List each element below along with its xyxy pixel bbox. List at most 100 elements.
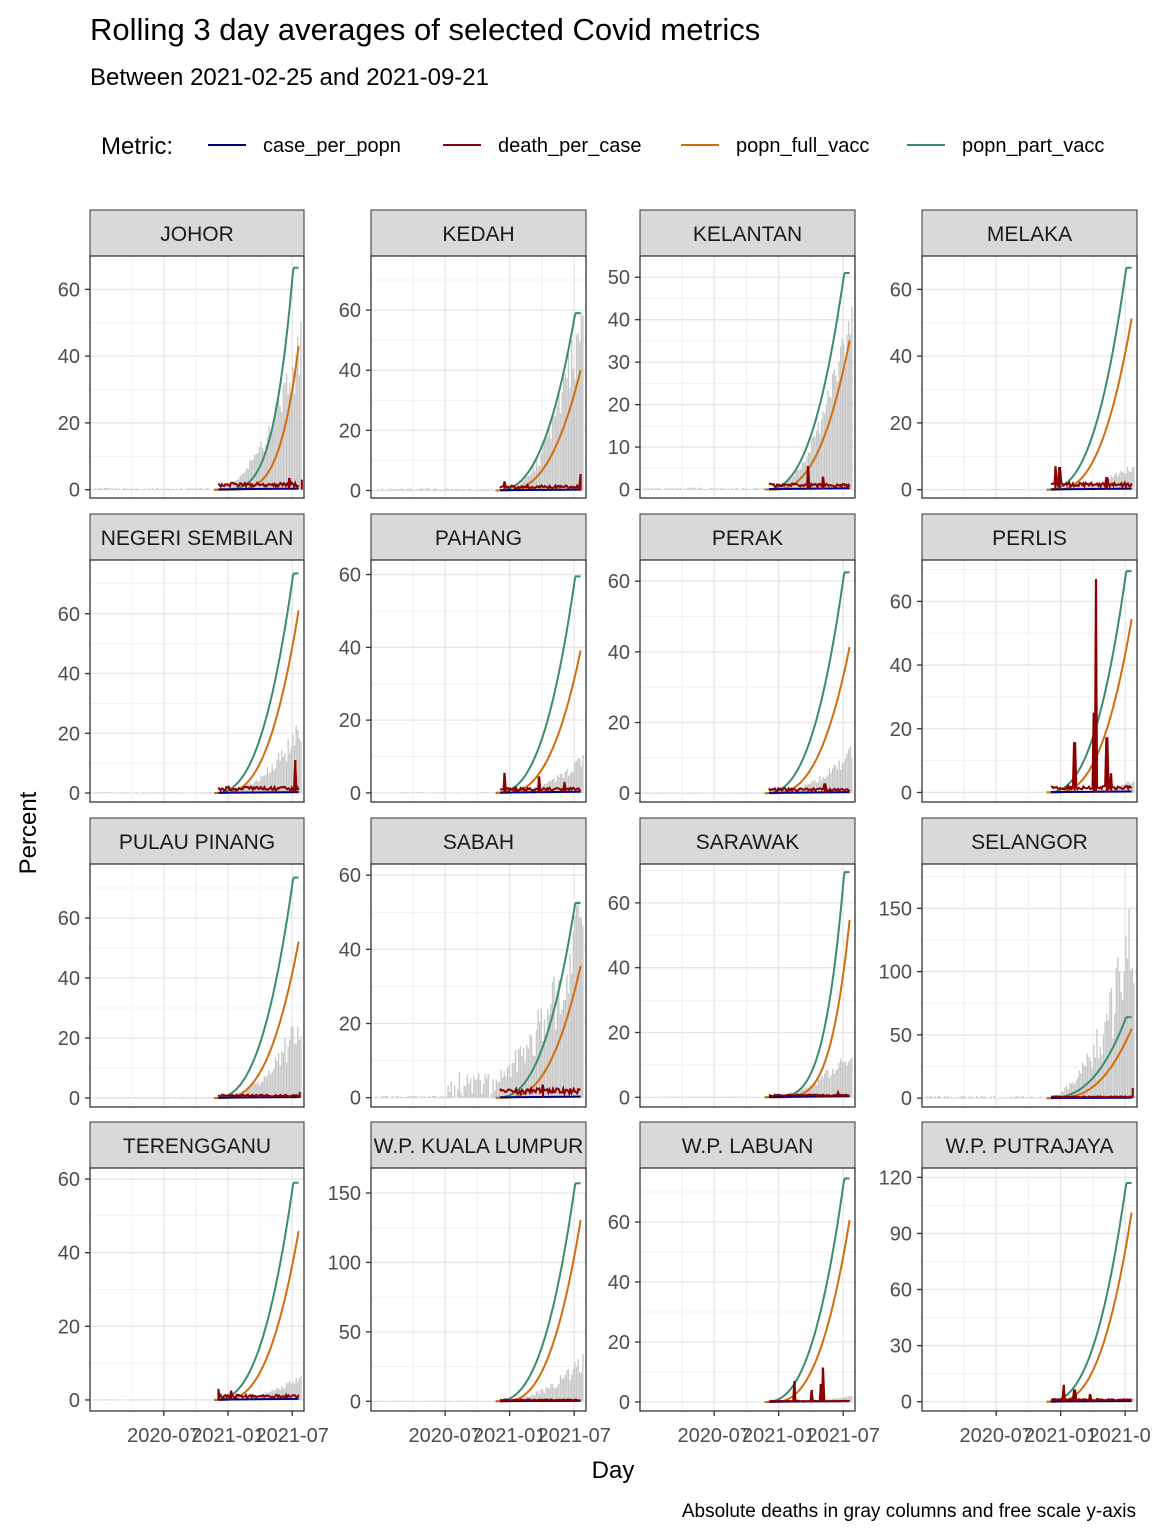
death-column	[257, 1395, 259, 1400]
death-column	[384, 490, 387, 491]
death-column	[170, 489, 173, 490]
death-column	[534, 471, 536, 491]
plot-area	[645, 871, 853, 1099]
death-column	[1004, 489, 1007, 490]
death-column	[1075, 1080, 1077, 1099]
death-column	[281, 412, 283, 490]
panel-title: W.P. LABUAN	[682, 1135, 814, 1158]
death-column	[434, 1401, 437, 1402]
death-column	[556, 1386, 558, 1402]
panel-strip	[370, 209, 587, 257]
death-column	[175, 792, 178, 794]
death-column	[107, 792, 109, 794]
death-column	[993, 1095, 996, 1099]
death-column	[1027, 1097, 1029, 1099]
death-column	[522, 1396, 525, 1402]
death-column	[521, 1055, 523, 1098]
death-column	[145, 1097, 147, 1098]
death-column	[849, 746, 852, 794]
death-column	[572, 368, 574, 491]
death-column	[836, 769, 839, 794]
death-column	[748, 489, 750, 490]
death-column	[972, 1097, 975, 1099]
death-column	[193, 1097, 195, 1099]
death-column	[169, 1399, 171, 1401]
death-column	[700, 1096, 702, 1098]
death-column	[545, 1387, 547, 1402]
death-column	[827, 1069, 829, 1098]
death-column	[148, 1097, 150, 1099]
death-column	[471, 489, 473, 491]
death-column	[529, 789, 531, 793]
series-death-per-case	[499, 772, 582, 793]
y-tick-label: 50	[890, 1025, 912, 1047]
death-column	[1009, 489, 1012, 490]
death-column	[682, 792, 685, 794]
panel-strip	[921, 817, 1138, 865]
x-tick-label: 2021-01	[1024, 1425, 1097, 1447]
death-column	[481, 792, 483, 794]
death-column	[186, 792, 189, 794]
death-column	[987, 1097, 989, 1099]
y-tick-label: 0	[619, 1087, 630, 1109]
death-column	[212, 1399, 214, 1401]
death-column	[484, 792, 486, 794]
death-column	[392, 1096, 395, 1098]
death-column	[1083, 1065, 1085, 1099]
x-tick-label: 2020-07	[959, 1425, 1032, 1447]
death-column	[721, 792, 723, 794]
death-column	[210, 1399, 213, 1401]
death-column	[255, 1083, 257, 1098]
death-column	[722, 792, 725, 794]
death-column	[694, 792, 696, 794]
legend: Metric: case_per_popn death_per_case popn_f…	[101, 133, 1104, 160]
death-column	[269, 1391, 272, 1400]
death-column	[297, 1027, 299, 1098]
death-column	[405, 1097, 408, 1098]
death-column	[984, 1096, 986, 1099]
death-column	[969, 489, 971, 490]
death-column	[485, 489, 488, 491]
death-column	[734, 1097, 736, 1098]
death-column	[809, 452, 811, 490]
death-column	[282, 385, 285, 490]
death-column	[574, 915, 576, 1098]
death-column	[679, 487, 681, 490]
death-column	[807, 1087, 810, 1098]
death-column	[469, 489, 472, 491]
death-column	[492, 1078, 494, 1098]
death-column	[692, 487, 694, 490]
death-column	[671, 488, 673, 490]
death-column	[1099, 1046, 1101, 1099]
death-column	[665, 487, 667, 490]
death-column	[389, 1401, 392, 1402]
death-column	[172, 488, 174, 490]
death-column	[763, 792, 765, 794]
death-column	[151, 792, 154, 794]
death-column	[1110, 988, 1113, 1099]
panel-pahang: PAHANG 0 20 40 60	[339, 513, 587, 805]
death-column	[404, 1401, 406, 1402]
death-column	[124, 1097, 126, 1099]
series-case-per-popn	[499, 1095, 581, 1099]
death-column	[169, 488, 171, 490]
death-column	[1040, 489, 1042, 490]
death-column	[429, 1097, 432, 1098]
death-column	[734, 792, 736, 794]
death-column	[458, 488, 461, 491]
death-column	[650, 488, 653, 490]
panel-background	[640, 1168, 855, 1411]
death-column	[548, 1388, 550, 1402]
death-column	[378, 792, 380, 793]
panel-border	[921, 559, 1138, 803]
death-column	[1105, 1013, 1108, 1099]
series-death-per-case	[768, 466, 851, 490]
death-column	[285, 373, 288, 490]
death-column	[843, 1062, 845, 1098]
death-column	[582, 316, 584, 491]
death-column	[932, 1097, 935, 1099]
death-column	[198, 488, 200, 490]
death-column	[746, 792, 749, 794]
death-column	[402, 1097, 404, 1098]
death-column	[931, 1096, 933, 1099]
